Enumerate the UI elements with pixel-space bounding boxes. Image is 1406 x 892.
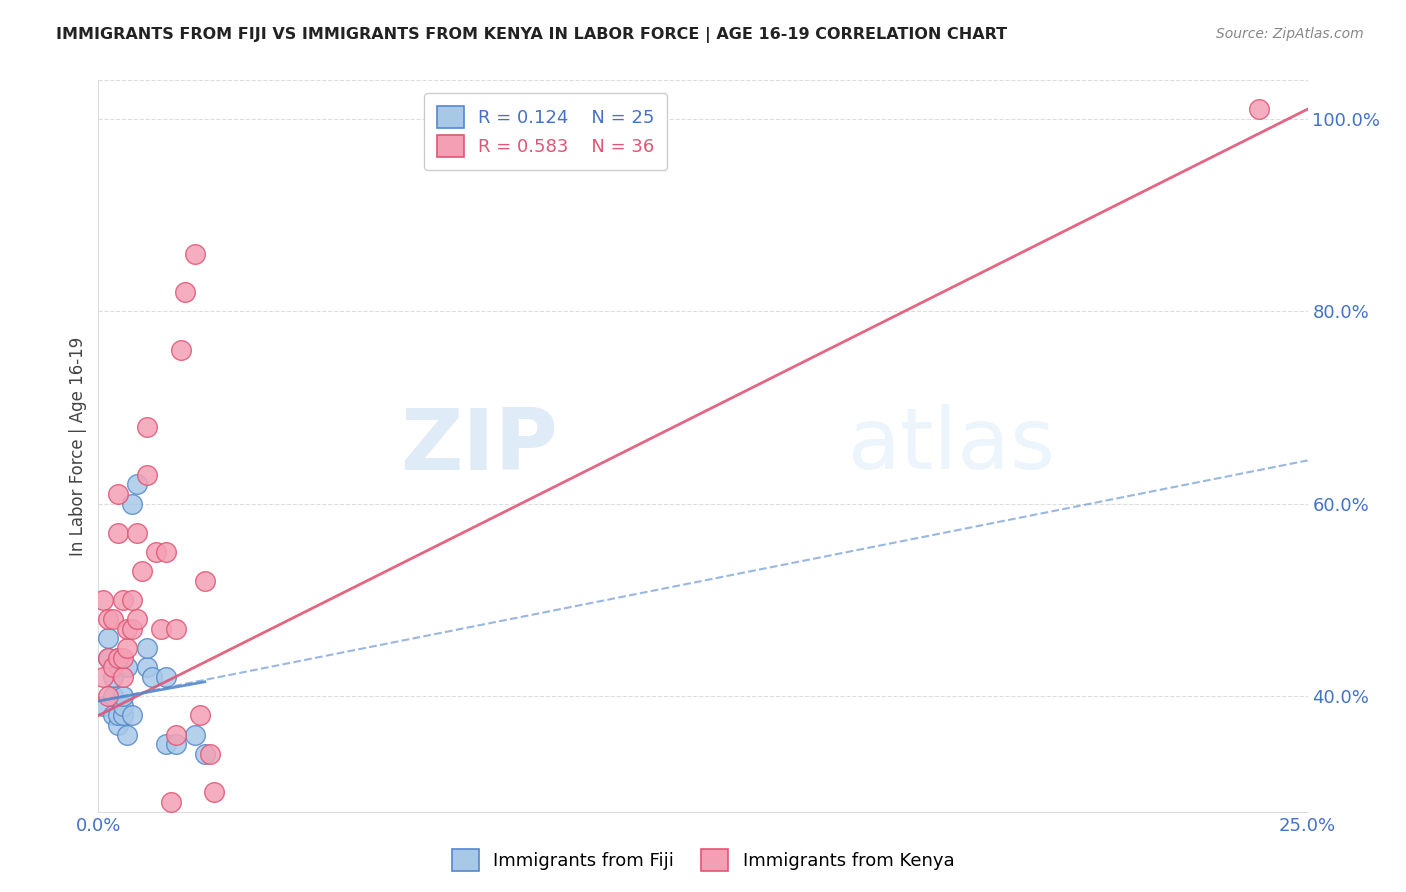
Point bbox=[135, 419, 157, 434]
Point bbox=[101, 708, 124, 723]
Point bbox=[91, 698, 114, 713]
Point bbox=[111, 698, 134, 713]
Point bbox=[107, 650, 129, 665]
Text: Source: ZipAtlas.com: Source: ZipAtlas.com bbox=[1216, 27, 1364, 41]
Point bbox=[165, 622, 187, 636]
Text: IMMIGRANTS FROM FIJI VS IMMIGRANTS FROM KENYA IN LABOR FORCE | AGE 16-19 CORRELA: IMMIGRANTS FROM FIJI VS IMMIGRANTS FROM … bbox=[56, 27, 1007, 43]
Point bbox=[121, 708, 143, 723]
Point bbox=[97, 612, 120, 626]
Point bbox=[204, 785, 226, 799]
Point bbox=[194, 747, 217, 761]
Point bbox=[107, 525, 129, 540]
Legend: Immigrants from Fiji, Immigrants from Kenya: Immigrants from Fiji, Immigrants from Ke… bbox=[444, 842, 962, 879]
Point bbox=[107, 650, 129, 665]
Point bbox=[160, 795, 183, 809]
Point bbox=[127, 612, 149, 626]
Point bbox=[101, 660, 124, 674]
Y-axis label: In Labor Force | Age 16-19: In Labor Force | Age 16-19 bbox=[69, 336, 87, 556]
Point bbox=[111, 593, 134, 607]
Point bbox=[127, 477, 149, 491]
Point bbox=[135, 641, 157, 656]
Point bbox=[117, 660, 139, 674]
Point bbox=[101, 612, 124, 626]
Point bbox=[184, 728, 207, 742]
Point bbox=[145, 545, 167, 559]
Point bbox=[97, 632, 120, 646]
Point bbox=[111, 650, 134, 665]
Point bbox=[1249, 102, 1271, 116]
Text: ZIP: ZIP bbox=[401, 404, 558, 488]
Point bbox=[117, 622, 139, 636]
Point bbox=[97, 650, 120, 665]
Point bbox=[150, 622, 173, 636]
Point bbox=[107, 487, 129, 501]
Point bbox=[194, 574, 217, 588]
Point bbox=[121, 622, 143, 636]
Point bbox=[101, 670, 124, 684]
Point bbox=[97, 650, 120, 665]
Text: atlas: atlas bbox=[848, 404, 1056, 488]
Point bbox=[127, 525, 149, 540]
Point bbox=[135, 467, 157, 482]
Point bbox=[198, 747, 221, 761]
Point bbox=[155, 545, 177, 559]
Point bbox=[91, 593, 114, 607]
Point bbox=[111, 690, 134, 704]
Point bbox=[117, 728, 139, 742]
Point bbox=[97, 690, 120, 704]
Point bbox=[107, 708, 129, 723]
Point bbox=[165, 728, 187, 742]
Point bbox=[121, 593, 143, 607]
Point bbox=[155, 670, 177, 684]
Legend: R = 0.124    N = 25, R = 0.583    N = 36: R = 0.124 N = 25, R = 0.583 N = 36 bbox=[425, 93, 668, 169]
Point bbox=[111, 708, 134, 723]
Point bbox=[131, 564, 153, 578]
Point bbox=[184, 246, 207, 260]
Point bbox=[107, 718, 129, 732]
Point bbox=[155, 737, 177, 751]
Point bbox=[117, 641, 139, 656]
Point bbox=[111, 670, 134, 684]
Point bbox=[91, 670, 114, 684]
Point bbox=[188, 708, 211, 723]
Point bbox=[174, 285, 197, 299]
Point bbox=[165, 737, 187, 751]
Point bbox=[101, 690, 124, 704]
Point bbox=[141, 670, 163, 684]
Point bbox=[135, 660, 157, 674]
Point bbox=[169, 343, 191, 357]
Point bbox=[121, 497, 143, 511]
